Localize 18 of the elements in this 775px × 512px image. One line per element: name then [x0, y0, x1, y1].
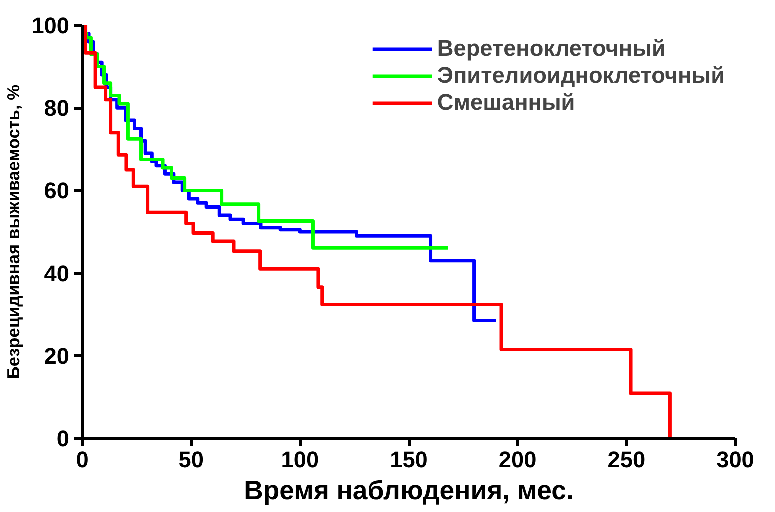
- y-tick-label: 60: [44, 178, 70, 204]
- legend-label: Веретеноклеточный: [437, 35, 666, 62]
- x-axis-title: Время наблюдения, мес.: [244, 476, 574, 506]
- y-tick-label: 20: [44, 342, 70, 369]
- y-tick-label: 0: [56, 426, 70, 452]
- y-axis-title: Безрецидивная выживаемость, %: [4, 84, 24, 380]
- y-tick-label: 40: [44, 260, 70, 286]
- x-tick-label: 0: [76, 446, 89, 472]
- x-tick-label: 100: [281, 446, 320, 472]
- legend-label: Эпителиоидноклеточный: [437, 62, 725, 89]
- x-tick-label: 150: [390, 446, 428, 472]
- x-tick-label: 50: [178, 446, 204, 472]
- legend-label: Смешанный: [437, 89, 576, 116]
- x-tick-label: 300: [716, 446, 754, 472]
- y-tick-label: 100: [32, 12, 70, 38]
- y-tick-label: 80: [44, 95, 70, 122]
- x-tick-label: 250: [608, 446, 646, 472]
- x-tick-label: 200: [498, 446, 537, 472]
